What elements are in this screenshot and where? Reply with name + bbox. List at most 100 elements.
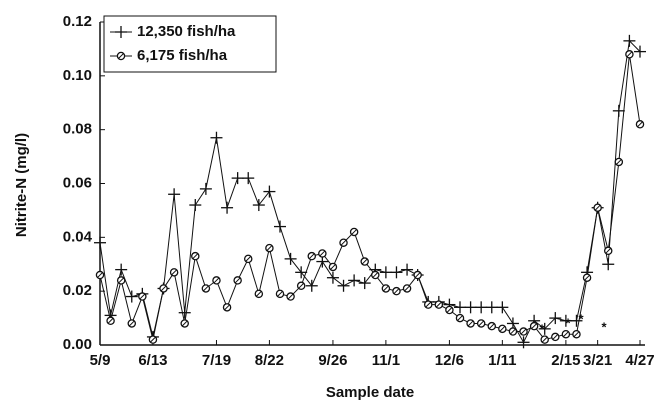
circle-marker: [254, 289, 264, 299]
x-tick-label: 6/13: [138, 352, 167, 369]
circle-marker: [593, 203, 602, 212]
plus-marker: [454, 301, 466, 314]
circle-marker: [339, 238, 348, 247]
circle-hatch: [181, 320, 188, 327]
y-axis-label: Nitrite-N (mg/l): [13, 133, 30, 237]
circle-marker: [106, 316, 115, 326]
circle-marker: [222, 303, 232, 312]
x-tick-label: 4/27: [625, 352, 654, 369]
circle-marker: [328, 262, 338, 272]
legend-label: 6,175 fish/ha: [137, 47, 228, 64]
circle-marker: [265, 243, 274, 253]
plus-marker: [623, 34, 636, 47]
plus-marker: [549, 312, 562, 325]
y-tick-label: 0.04: [63, 228, 93, 245]
annotation: *: [565, 315, 571, 330]
circle-marker: [540, 335, 549, 344]
circle-hatch: [489, 323, 495, 329]
plus-marker: [305, 279, 318, 292]
circle-hatch: [224, 304, 230, 311]
circle-marker: [212, 276, 221, 285]
y-tick-label: 0.12: [63, 13, 92, 30]
circle-marker: [625, 50, 634, 59]
circle-hatch: [372, 272, 379, 278]
plus-marker: [358, 277, 371, 290]
plus-marker: [221, 201, 234, 214]
circle-hatch: [118, 277, 124, 284]
circle-hatch: [309, 253, 315, 259]
x-tick-label: 9/26: [318, 352, 347, 369]
x-tick-label: 5/9: [90, 352, 111, 369]
circle-marker: [551, 332, 560, 342]
circle-hatch: [478, 320, 484, 327]
circle-hatch: [340, 239, 347, 246]
plus-marker: [464, 301, 477, 314]
circle-hatch: [287, 293, 294, 300]
circle-marker: [508, 327, 518, 336]
circle-hatch: [139, 293, 146, 300]
plus-marker: [252, 199, 265, 212]
y-tick-label: 0.00: [63, 336, 92, 353]
x-tick-label: 11/1: [372, 352, 400, 369]
circle-marker: [148, 335, 158, 344]
plus-marker: [559, 314, 572, 327]
circle-hatch: [584, 274, 590, 281]
circle-marker: [529, 321, 539, 331]
circle-hatch: [277, 291, 283, 297]
legend-marker: [115, 26, 127, 38]
y-tick-label: 0.02: [63, 282, 92, 299]
circle-marker: [95, 270, 105, 280]
plus-marker: [602, 258, 615, 271]
circle-marker: [561, 329, 571, 339]
plus-marker: [337, 279, 350, 292]
circle-marker: [201, 284, 211, 293]
circle-marker: [233, 276, 242, 285]
circle-marker: [381, 284, 391, 293]
circle-hatch: [107, 318, 114, 324]
circle-marker: [466, 319, 475, 328]
plus-marker: [189, 199, 202, 212]
circle-hatch: [203, 285, 209, 292]
plus-marker: [538, 322, 551, 335]
circle-marker: [318, 249, 327, 258]
circle-hatch: [118, 53, 124, 59]
plus-marker: [295, 266, 308, 279]
plus-marker: [168, 188, 181, 201]
circle-hatch: [637, 121, 643, 128]
plus-marker: [94, 236, 106, 249]
circle-marker: [455, 313, 465, 323]
plus-marker: [115, 263, 128, 276]
circle-hatch: [266, 245, 273, 251]
plus-marker: [242, 172, 255, 185]
circle-hatch: [436, 301, 442, 308]
circle-hatch: [563, 331, 569, 337]
annotation: *: [539, 321, 545, 336]
circle-hatch: [404, 285, 410, 292]
circle-marker: [159, 284, 168, 293]
circle-marker: [191, 251, 200, 261]
plus-marker: [263, 185, 276, 198]
circle-marker: [138, 292, 147, 301]
y-tick-label: 0.08: [63, 121, 92, 138]
legend-marker: [116, 51, 126, 61]
circle-hatch: [414, 272, 421, 278]
circle-hatch: [520, 328, 527, 335]
circle-hatch: [552, 334, 559, 340]
circle-hatch: [499, 326, 506, 332]
plus-marker: [284, 252, 297, 265]
plus-marker: [634, 45, 646, 58]
circle-hatch: [605, 248, 611, 254]
circle-hatch: [425, 301, 431, 308]
plus-marker: [612, 104, 625, 117]
circle-marker: [498, 324, 507, 334]
plus-marker: [570, 314, 583, 327]
annotation: *: [578, 311, 584, 326]
circle-hatch: [319, 250, 326, 257]
x-tick-label: 12/6: [435, 352, 464, 369]
plus-marker: [231, 172, 244, 185]
plus-marker: [274, 220, 286, 233]
circle-marker: [392, 286, 401, 296]
circle-hatch: [446, 307, 453, 313]
circle-hatch: [160, 285, 167, 292]
y-tick-label: 0.10: [63, 67, 92, 84]
